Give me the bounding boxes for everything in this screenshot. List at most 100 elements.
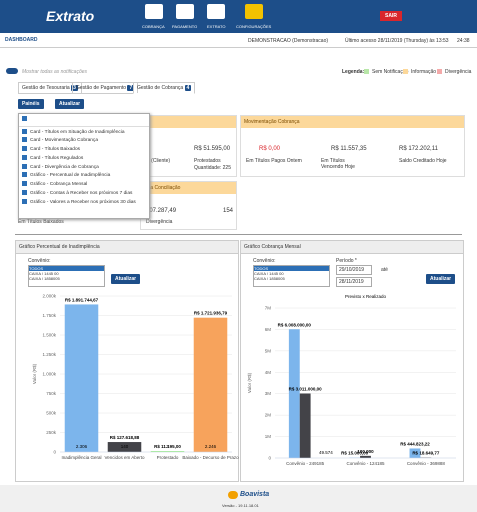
menu-item[interactable]: Card - Títulos Baixados xyxy=(19,145,149,154)
chart-panel: Gráfico Percentual de Inadimplência Conv… xyxy=(15,240,239,482)
refresh-button[interactable]: Atualizar xyxy=(426,274,456,284)
badge: 4 xyxy=(184,85,192,91)
legend-label: Divergência xyxy=(445,69,472,75)
version: Versão - 19.11.18.01 xyxy=(222,503,259,508)
nav-icon xyxy=(245,4,263,19)
separator xyxy=(15,234,462,235)
panels-button[interactable]: Painéis xyxy=(18,99,44,109)
menu-item[interactable]: Gráfico - Contas à Receber nos próximos … xyxy=(19,188,149,197)
filter-list[interactable]: TODOS CAIXA / 1445 00 CAIXA / 1858005 xyxy=(253,265,330,287)
nav-item[interactable]: EXTRATO xyxy=(207,24,226,29)
tab-label: Gestão de Cobrança xyxy=(137,85,184,91)
checkbox[interactable] xyxy=(22,198,27,204)
refresh-button[interactable]: Atualizar xyxy=(55,99,85,109)
menu-list: Card - Títulos em Situação de Inadimplên… xyxy=(19,127,149,206)
card: Movimentação Cobrança R$ 0,00 Em Títulos… xyxy=(240,115,465,177)
legend-title: Legenda: xyxy=(342,69,365,75)
menu-label: Gráfico - Percentual de Inadimplência xyxy=(30,173,111,179)
tab[interactable]: Gestão de Cobrança 4 xyxy=(133,82,196,94)
filter-label: Convênio: xyxy=(253,258,276,264)
nav-icon xyxy=(176,4,194,19)
checkbox[interactable] xyxy=(22,181,27,187)
refresh-button[interactable]: Atualizar xyxy=(111,274,141,284)
legend-item: Divergência xyxy=(437,69,471,75)
menu-label: Gráfico - Cobrança Mensal xyxy=(30,181,88,187)
menu-header xyxy=(19,114,149,127)
footer: Boavista Versão - 19.11.18.01 xyxy=(0,485,477,512)
tab[interactable]: Gestão de Tesouraria 3 xyxy=(18,82,82,94)
card-header: Movimentação Cobrança xyxy=(241,116,464,128)
card-value: R$ 172.202,11 xyxy=(399,146,438,152)
card-caption: Saldo Creditado Hoje xyxy=(399,158,447,164)
toggle[interactable] xyxy=(6,68,18,74)
logout-button[interactable]: SAIR xyxy=(380,11,402,21)
chart-panel: Gráfico Cobrança Mensal Convênio: TODOS … xyxy=(240,240,464,482)
date-separator: até xyxy=(381,267,388,273)
card-caption: Protestados xyxy=(194,158,221,164)
card-value: R$ 11.557,35 xyxy=(331,146,367,152)
card-header: ncia Conciliação xyxy=(141,182,236,194)
card-caption: Em Títulos Baixados xyxy=(18,219,64,225)
option[interactable]: CAIXA / 1858005 xyxy=(29,276,60,281)
card-caption: Em Títulos Vencendo Hoje xyxy=(321,158,355,170)
option[interactable]: CAIXA / 1858005 xyxy=(254,276,285,281)
card-value: 154 xyxy=(223,208,234,214)
header: Extrato COBRANÇA PAGAMENTO EXTRATO CONFI… xyxy=(0,0,477,33)
menu-label: Card - Divergência de Cobrança xyxy=(30,164,99,170)
menu-item[interactable]: Gráfico - Valores a Receber nos próximos… xyxy=(19,197,149,206)
legend-item: Sem Notificação xyxy=(364,69,408,75)
user: DEMONSTRACAO (Demonstracao) xyxy=(248,38,329,44)
menu-item[interactable]: Card - Divergência de Cobrança xyxy=(19,162,149,171)
checkbox[interactable] xyxy=(22,189,27,195)
card-value: 507.287,49 xyxy=(146,208,177,214)
last-access: Último acesso 28/11/2019 (Thursday) às 1… xyxy=(345,38,449,44)
period-label: Período * xyxy=(336,258,357,264)
menu-label: Card - Títulos em Situação de Inadimplên… xyxy=(30,129,125,135)
nav-item[interactable]: PAGAMENTO xyxy=(172,24,198,29)
tab[interactable]: Gestão de Pagamento 7 xyxy=(72,82,139,94)
menu-item[interactable]: Card - Movimentação Cobrança xyxy=(19,136,149,145)
card-caption: Em Títulos Pagos Ontem xyxy=(246,158,302,164)
panel-menu: Card - Títulos em Situação de Inadimplên… xyxy=(18,113,150,219)
legend-label: Informação xyxy=(411,69,437,75)
option[interactable]: CAIXA / 1445 00 xyxy=(29,271,59,276)
date-input[interactable]: 28/11/2019 xyxy=(336,277,372,287)
option[interactable]: TODOS xyxy=(29,266,104,271)
checkbox[interactable] xyxy=(22,128,27,134)
checkbox[interactable] xyxy=(22,163,27,169)
option[interactable]: CAIXA / 1445 00 xyxy=(254,271,284,276)
option[interactable]: TODOS xyxy=(254,266,329,271)
brand-icon xyxy=(228,491,238,499)
card: ncia Conciliação 507.287,49 154 Divergên… xyxy=(140,181,237,230)
menu-item[interactable]: Gráfico - Percentual de Inadimplência xyxy=(19,171,149,180)
date-input[interactable]: 29/10/2019 xyxy=(336,265,372,275)
brand: Boavista xyxy=(240,491,270,498)
checkbox[interactable] xyxy=(22,137,27,143)
menu-item[interactable]: Card - Títulos Regulados xyxy=(19,153,149,162)
panel-header: Gráfico Cobrança Mensal xyxy=(241,241,463,254)
card-value: R$ 51.595,00 xyxy=(194,146,231,152)
checkbox[interactable] xyxy=(22,146,27,152)
checkbox[interactable] xyxy=(22,172,27,178)
menu-item[interactable]: Card - Títulos em Situação de Inadimplên… xyxy=(19,127,149,136)
legend-label: Sem Notificação xyxy=(372,69,409,75)
checkbox[interactable] xyxy=(22,154,27,160)
menu-label: Card - Movimentação Cobrança xyxy=(30,138,98,144)
nav-item[interactable]: COBRANÇA xyxy=(142,24,165,29)
nav-item[interactable]: CONFIGURAÇÕES xyxy=(236,24,272,29)
menu-item[interactable]: Gráfico - Cobrança Mensal xyxy=(19,180,149,189)
page-title: DASHBOARD xyxy=(5,37,38,43)
logo[interactable]: Extrato xyxy=(46,8,95,24)
badge: 7 xyxy=(127,85,135,91)
card-caption: o (Cliente) xyxy=(147,158,171,164)
card-caption: Divergência xyxy=(146,219,173,225)
badge: 3 xyxy=(71,85,78,91)
menu-label: Card - Títulos Baixados xyxy=(30,146,81,152)
toggle-label: Mostrar todas as notificações xyxy=(22,69,88,75)
tab-label: Gestão de Pagamento xyxy=(76,85,127,91)
filter-list[interactable]: TODOS CAIXA / 1445 00 CAIXA / 1858005 xyxy=(28,265,105,287)
filter-label: Convênio: xyxy=(28,258,51,264)
nav-icon xyxy=(145,4,163,19)
panel-header: Gráfico Percentual de Inadimplência xyxy=(16,241,238,254)
menu-label: Card - Títulos Regulados xyxy=(30,155,84,161)
